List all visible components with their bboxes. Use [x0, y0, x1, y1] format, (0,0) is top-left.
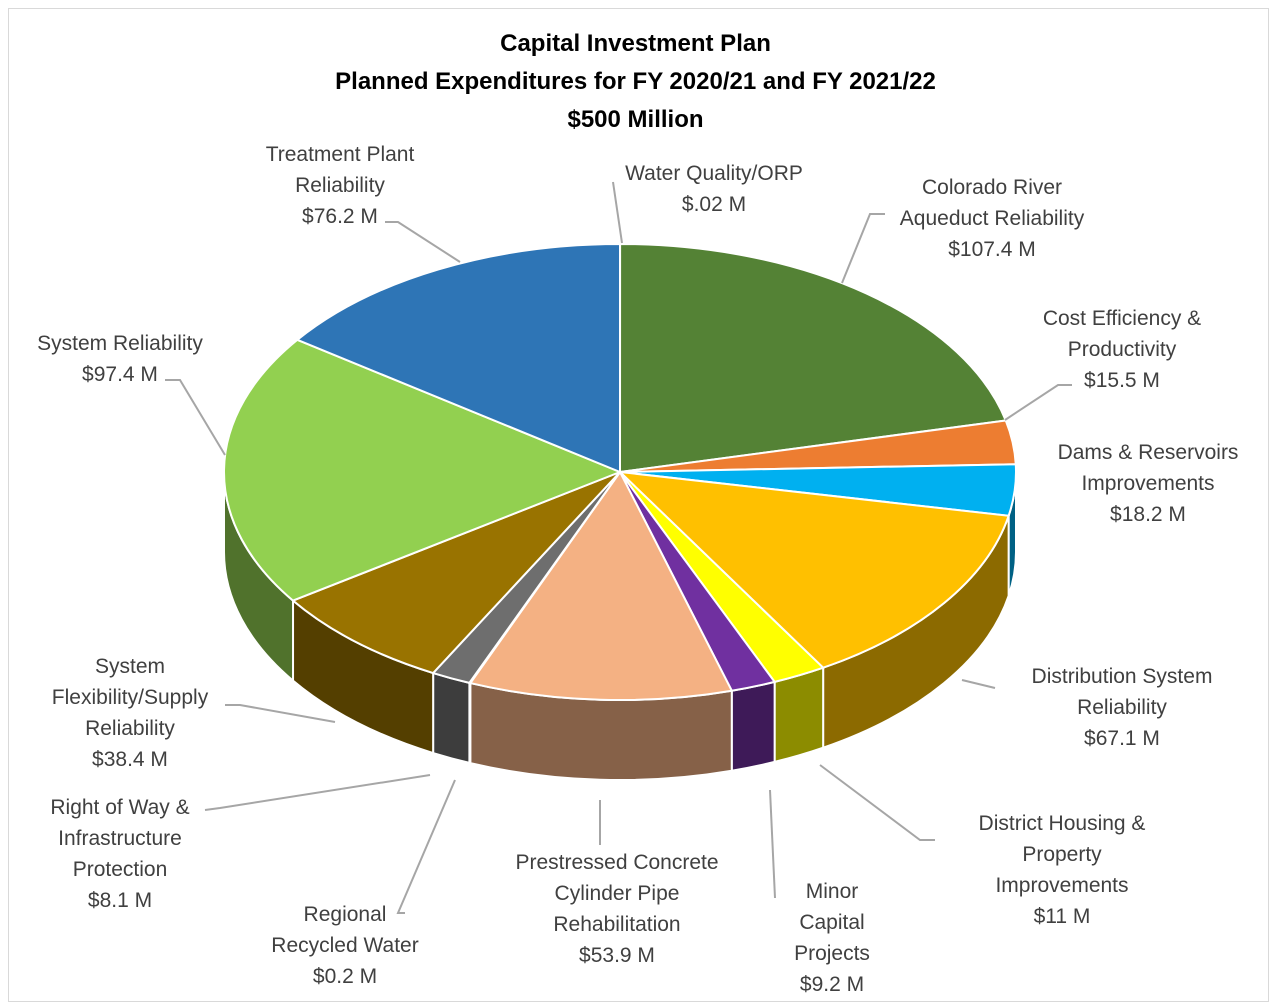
data-label: Colorado River Aqueduct Reliability $107.…	[877, 172, 1107, 265]
leader-line	[204, 774, 431, 811]
chart-subtitle: Planned Expenditures for FY 2020/21 and …	[335, 68, 936, 95]
category-label: Regional Recycled Water	[271, 903, 419, 957]
data-label: Water Quality/ORP $.02 M	[599, 158, 829, 220]
leader-line	[396, 779, 456, 914]
slice	[617, 470, 1010, 669]
slice	[295, 242, 621, 474]
value-label: $76.2 M	[302, 205, 378, 228]
slice	[468, 470, 734, 701]
value-label: $67.1 M	[1084, 727, 1160, 750]
category-label: System Flexibility/Supply Reliability	[51, 655, 209, 740]
category-label: Dams & Reservoirs Improvements	[1057, 441, 1239, 495]
slice-side	[730, 680, 776, 772]
leader-line	[225, 704, 336, 723]
value-label: $9.2 M	[799, 973, 865, 996]
value-label: $.02 M	[681, 193, 747, 216]
data-label: Right of Way & Infrastructure Protection…	[30, 792, 210, 916]
data-label: District Housing & Property Improvements…	[957, 808, 1167, 932]
slice	[223, 338, 623, 602]
data-label: Prestressed Concrete Cylinder Pipe Rehab…	[497, 847, 737, 971]
leader-line	[819, 764, 935, 841]
slice-side	[773, 666, 825, 764]
category-label: Cost Efficiency & Productivity	[1042, 307, 1202, 361]
category-label: Colorado River Aqueduct Reliability	[899, 176, 1085, 230]
slice	[291, 471, 621, 675]
data-label: Regional Recycled Water $0.2 M	[260, 899, 430, 992]
chart-frame	[8, 8, 1269, 1002]
leader-line	[769, 789, 776, 899]
data-label: Minor Capital Projects $9.2 M	[782, 876, 882, 1000]
value-label: $11 M	[1033, 905, 1091, 928]
value-label: $8.1 M	[87, 889, 153, 912]
category-label: Water Quality/ORP	[625, 162, 803, 185]
value-label: $15.5 M	[1084, 369, 1160, 392]
value-label: $97.4 M	[82, 363, 158, 386]
data-label: Distribution System Reliability $67.1 M	[1012, 661, 1232, 754]
category-label: Prestressed Concrete Cylinder Pipe Rehab…	[515, 851, 719, 936]
category-label: Minor Capital Projects	[794, 880, 870, 965]
slice	[618, 242, 1008, 474]
leader-line	[1004, 384, 1072, 421]
leader-line	[841, 213, 885, 284]
data-label: Cost Efficiency & Productivity $15.5 M	[1022, 303, 1222, 396]
category-label: System Reliability	[37, 332, 203, 355]
value-label: $0.2 M	[312, 965, 378, 988]
data-label: Dams & Reservoirs Improvements $18.2 M	[1038, 437, 1258, 530]
category-label: Distribution System Reliability	[1031, 665, 1213, 719]
chart-title: Capital Investment Plan	[500, 30, 771, 57]
value-label: $38.4 M	[92, 748, 168, 771]
leader-line	[961, 679, 996, 689]
data-label: System Reliability $97.4 M	[20, 328, 220, 390]
chart-annotation: $500 Million	[567, 106, 704, 133]
category-label: District Housing & Property Improvements	[978, 812, 1146, 897]
data-label: Treatment Plant Reliability $76.2 M	[255, 139, 425, 232]
leader-line	[385, 221, 461, 263]
category-label: Right of Way & Infrastructure Protection	[50, 796, 190, 881]
leader-line	[612, 181, 623, 244]
value-label: $53.9 M	[579, 944, 655, 967]
data-label: System Flexibility/Supply Reliability $38…	[30, 651, 230, 775]
value-label: $18.2 M	[1110, 503, 1186, 526]
value-label: $107.4 M	[948, 238, 1036, 261]
category-label: Treatment Plant Reliability	[265, 143, 415, 197]
slice-side	[432, 671, 471, 765]
leader-line	[165, 379, 226, 456]
